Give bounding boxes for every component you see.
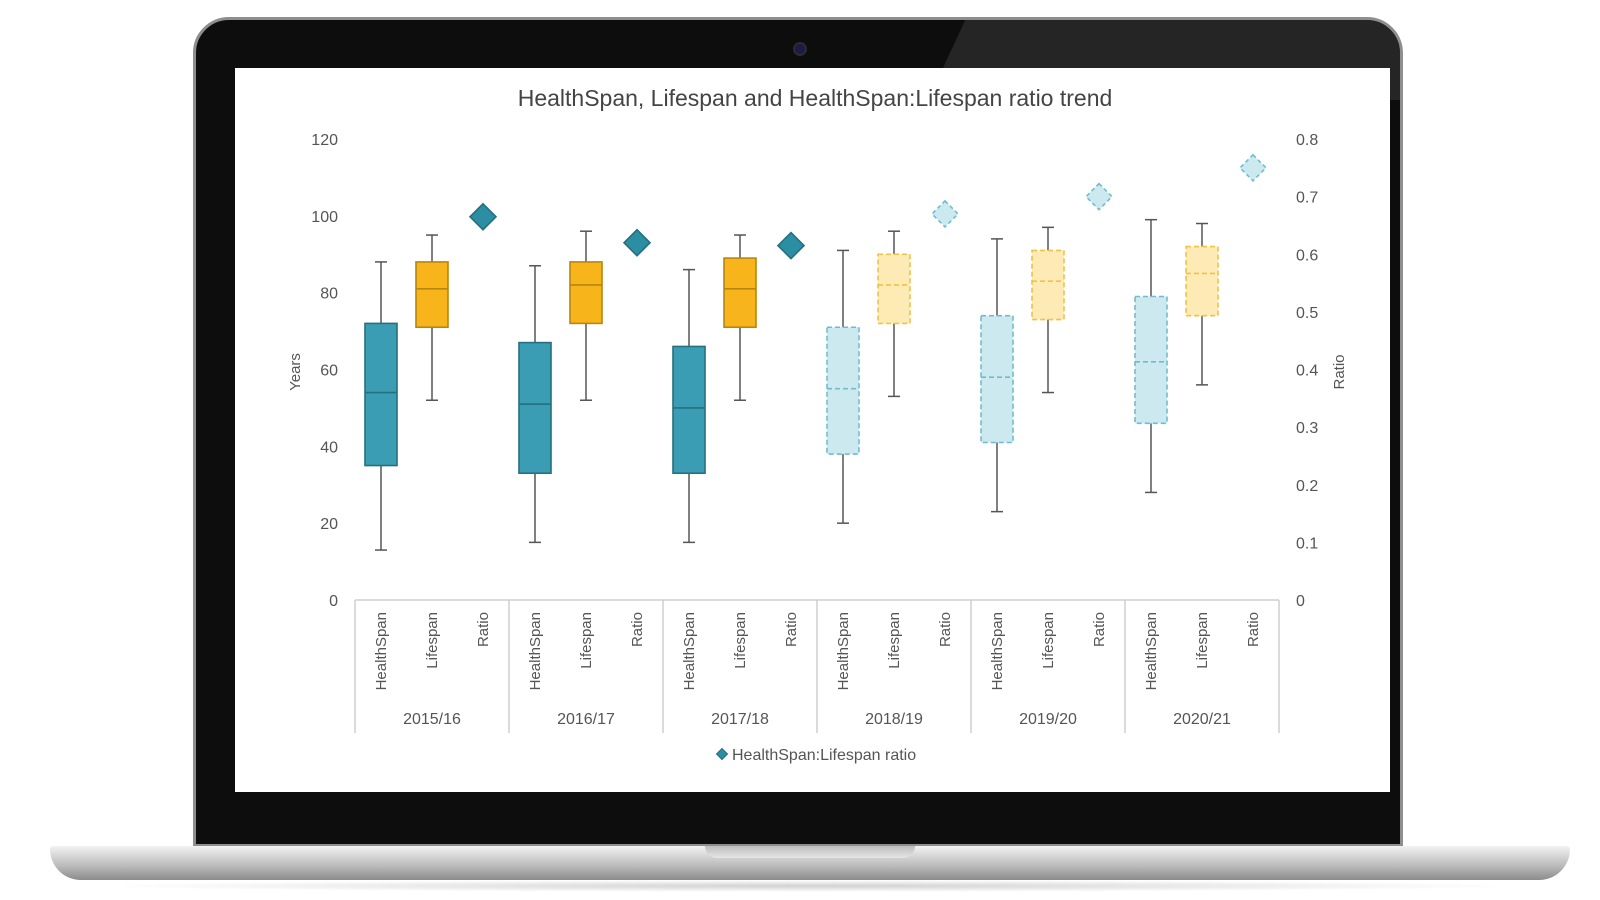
- box-series: [364, 218, 1219, 551]
- box-healthspan: [518, 265, 552, 544]
- category-label: Ratio: [937, 612, 954, 647]
- box-iqr: [1185, 245, 1219, 317]
- category-label: HealthSpan: [1143, 612, 1160, 690]
- box-iqr: [672, 345, 706, 475]
- category-label: Ratio: [783, 612, 800, 647]
- legend: HealthSpan:Lifespan ratio: [715, 747, 916, 764]
- ratio-point: [776, 231, 806, 260]
- box-lifespan: [1185, 222, 1219, 386]
- category-label: HealthSpan: [527, 612, 544, 690]
- category-label: Ratio: [1245, 612, 1262, 647]
- group-label: 2015/16: [403, 711, 461, 728]
- category-label: Lifespan: [1040, 612, 1057, 669]
- y2-tick-label: 0: [1296, 593, 1305, 610]
- y-tick-label: 40: [320, 439, 338, 456]
- ratio-point: [930, 199, 960, 229]
- box-iqr: [364, 322, 398, 467]
- y-tick-label: 120: [311, 132, 338, 149]
- x-axis: HealthSpan Lifespan Ratio 2015/16 HealthSpan…: [354, 599, 1280, 733]
- box-healthspan: [980, 238, 1014, 513]
- category-label: HealthSpan: [989, 612, 1006, 690]
- category-label: Ratio: [629, 612, 646, 647]
- group-label: 2019/20: [1019, 711, 1077, 728]
- box-lifespan: [1031, 226, 1065, 394]
- group-label: 2020/21: [1173, 711, 1231, 728]
- y-axis-title: Years: [287, 353, 304, 391]
- y2-tick-label: 0.3: [1296, 420, 1318, 437]
- y-tick-label: 60: [320, 363, 338, 380]
- box-iqr: [415, 261, 449, 329]
- ratio-series: [468, 153, 1268, 260]
- legend-label: HealthSpan:Lifespan ratio: [732, 747, 916, 764]
- y2-tick-label: 0.8: [1296, 132, 1318, 149]
- category-label: HealthSpan: [835, 612, 852, 690]
- box-healthspan: [826, 249, 860, 524]
- y2-tick-label: 0.5: [1296, 305, 1318, 322]
- y2-tick-label: 0.4: [1296, 363, 1318, 380]
- box-iqr: [980, 314, 1014, 444]
- y2-axis-title: Ratio: [1331, 354, 1348, 389]
- legend-marker-ratio: [715, 747, 729, 761]
- box-iqr: [723, 257, 757, 329]
- y2-tick-label: 0.7: [1296, 190, 1318, 207]
- ratio-point: [468, 202, 498, 231]
- ratio-point: [1238, 153, 1268, 182]
- laptop-shadow: [90, 880, 1530, 892]
- group-label: 2016/17: [557, 711, 615, 728]
- category-label: Lifespan: [578, 612, 595, 669]
- box-healthspan: [672, 268, 706, 544]
- ratio-point: [622, 228, 652, 257]
- y2-axis-ticks: 0 0.1 0.2 0.3 0.4 0.5 0.6 0.7 0.8: [1296, 132, 1318, 610]
- category-label: Ratio: [475, 612, 492, 647]
- box-lifespan: [723, 234, 757, 401]
- box-iqr: [1031, 249, 1065, 321]
- box-iqr: [826, 326, 860, 455]
- category-label: HealthSpan: [681, 612, 698, 690]
- box-iqr: [877, 253, 911, 325]
- laptop-base: [50, 846, 1570, 880]
- category-label: Ratio: [1091, 612, 1108, 647]
- y-tick-label: 100: [311, 209, 338, 226]
- laptop-notch: [705, 846, 915, 858]
- box-iqr: [569, 261, 603, 325]
- category-label: HealthSpan: [373, 612, 390, 690]
- group-label: 2018/19: [865, 711, 923, 728]
- box-iqr: [1134, 295, 1168, 425]
- box-healthspan: [1134, 218, 1168, 494]
- y-axis-ticks: 0 20 40 60 80 100 120: [311, 132, 338, 610]
- box-lifespan: [415, 234, 449, 401]
- ratio-point: [1084, 182, 1114, 211]
- box-lifespan: [877, 230, 911, 398]
- category-label: Lifespan: [732, 612, 749, 669]
- box-lifespan: [569, 230, 603, 401]
- y2-tick-label: 0.1: [1296, 535, 1318, 552]
- y2-tick-label: 0.6: [1296, 247, 1318, 264]
- chart-title: HealthSpan, Lifespan and HealthSpan:Life…: [518, 85, 1113, 111]
- group-label: 2017/18: [711, 711, 769, 728]
- category-label: Lifespan: [424, 612, 441, 669]
- category-label: Lifespan: [1194, 612, 1211, 669]
- box-iqr: [518, 341, 552, 475]
- category-label: Lifespan: [886, 612, 903, 669]
- box-healthspan: [364, 261, 398, 551]
- laptop-screen: [235, 68, 1390, 792]
- y-tick-label: 0: [329, 593, 338, 610]
- y-tick-label: 80: [320, 286, 338, 303]
- y-tick-label: 20: [320, 516, 338, 533]
- webcam-icon: [793, 42, 807, 56]
- y2-tick-label: 0.2: [1296, 478, 1318, 495]
